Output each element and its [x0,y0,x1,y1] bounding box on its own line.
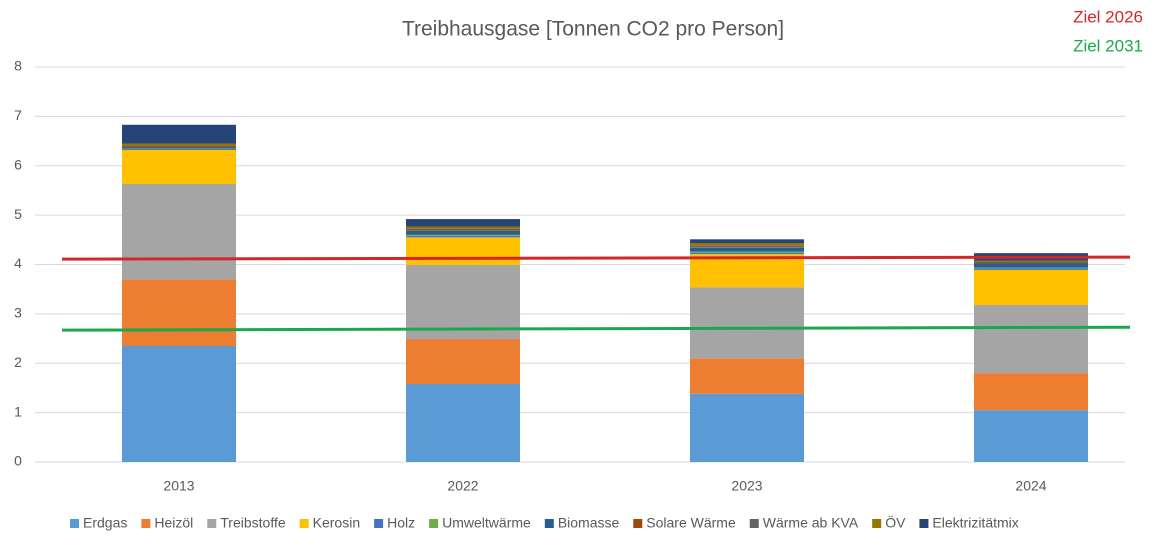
bar-segment [690,243,804,246]
y-tick-label: 1 [14,403,22,419]
bar-segment [974,410,1088,462]
y-tick-label: 0 [14,453,22,469]
bar-segment [690,247,804,252]
bar-segment [406,219,520,227]
bar-segment [406,339,520,384]
legend-label: Solare Wärme [646,515,736,531]
bar-segment [690,245,804,248]
bar-segment [690,254,804,288]
bar-segment [406,226,520,229]
bar-segment [406,235,520,238]
x-tick-label: 2023 [731,478,762,494]
y-tick-label: 8 [14,58,22,74]
target-label: Ziel 2026 [1073,7,1143,26]
legend-label: Kerosin [313,515,360,531]
legend-label: ÖV [885,514,906,531]
y-tick-label: 4 [14,255,22,271]
legend-swatch [749,519,759,528]
bar-segment [406,230,520,235]
legend-swatch [207,519,217,528]
bar-segment [974,268,1088,270]
legend-swatch [299,519,309,528]
legend-label: Wärme ab KVA [763,515,859,531]
legend-swatch [872,519,882,528]
bar-segment [122,149,236,185]
legend-label: Biomasse [558,515,620,531]
bar-segment [690,287,804,359]
bar-segment [974,373,1088,411]
bar-segment [122,279,236,346]
legend-label: Elektrizitätmix [932,515,1018,531]
bar-segment [690,358,804,394]
legend-label: Umweltwärme [442,515,531,531]
bar-segment [122,148,236,150]
y-tick-label: 3 [14,305,22,321]
bar-segment [122,184,236,280]
bar-segment [690,251,804,253]
y-tick-label: 5 [14,206,22,222]
legend-label: Erdgas [83,515,127,531]
legend-swatch [544,519,554,528]
y-tick-label: 2 [14,354,22,370]
target-line [61,325,1131,332]
bar-segment [690,252,804,255]
bar-segment [974,263,1088,268]
bar-segment [406,383,520,462]
x-tick-label: 2024 [1015,478,1046,494]
legend-swatch [919,519,929,528]
target-line [61,255,1131,261]
bar-segment [122,345,236,462]
bar-segment [122,124,236,144]
legend-label: Holz [387,515,415,531]
bar-segment [690,393,804,462]
legend-label: Treibstoffe [220,515,286,531]
bar-segment [122,147,236,149]
bar-segment [974,261,1088,264]
chart-title: Treibhausgase [Tonnen CO2 pro Person] [402,18,784,41]
bar-segment [406,237,520,265]
legend-swatch [633,519,643,528]
legend-swatch [429,519,439,528]
bar-segment [974,269,1088,305]
x-tick-label: 2022 [447,478,478,494]
y-tick-label: 6 [14,156,22,172]
bar-segment [406,234,520,236]
bar-segment [406,228,520,231]
legend-label: Heizöl [154,515,193,531]
bar-segment [406,264,520,340]
x-tick-label: 2013 [163,478,194,494]
y-tick-label: 7 [14,107,22,123]
legend-swatch [141,519,151,528]
bar-segment [974,267,1088,269]
target-label: Ziel 2031 [1073,36,1143,55]
bar-segment [122,143,236,146]
legend-swatch [374,519,384,528]
bar-segment [974,304,1088,374]
bar-segment [974,260,1088,262]
legend-swatch [70,519,79,528]
bar-segment [122,146,236,147]
bar-segment [690,239,804,244]
